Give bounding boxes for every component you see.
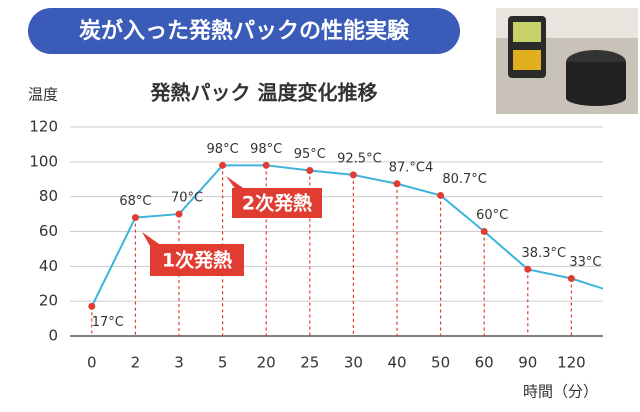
point <box>480 228 488 235</box>
x-tick-label: 2 <box>131 354 141 372</box>
y-tick-label: 60 <box>39 222 58 240</box>
x-axis-label: 時間（分） <box>523 383 598 401</box>
annotation-pointer <box>142 232 162 246</box>
point <box>175 210 183 218</box>
value-label: 38.3°C <box>522 246 567 261</box>
annotation: 1次発熱 <box>162 249 232 272</box>
value-label: 98°C <box>250 142 282 157</box>
annotation-pointer <box>226 176 246 190</box>
value-label: 95°C <box>294 147 326 162</box>
annotation-box <box>150 244 244 276</box>
value-label: 60°C <box>476 208 508 223</box>
point <box>437 191 445 199</box>
y-axis-label: 温度 <box>28 86 58 104</box>
banner-title: 炭が入った発熱パックの性能実験 <box>79 18 410 44</box>
value-label: 70°C <box>171 191 203 206</box>
point <box>219 161 227 169</box>
y-tick-label: 40 <box>39 257 58 275</box>
point <box>567 275 575 283</box>
x-tick-label: 5 <box>218 354 228 372</box>
value-label: 98°C <box>207 142 239 157</box>
point <box>306 167 314 175</box>
point <box>88 302 96 310</box>
x-tick-label: 90 <box>518 354 537 372</box>
point <box>524 265 532 273</box>
value-label: 68°C <box>119 194 151 209</box>
point <box>349 171 357 179</box>
chart-title: 発熱パック 温度変化推移 <box>150 81 378 105</box>
y-tick-label: 80 <box>39 187 58 205</box>
annotations: 1次発熱 2次発熱 <box>142 176 322 276</box>
x-tick-label: 120 <box>557 354 586 372</box>
x-tick-label: 30 <box>344 354 363 372</box>
y-tick-label: 100 <box>29 152 58 170</box>
x-tick-label: 60 <box>475 354 494 372</box>
annotation: 2次発熱 <box>242 192 312 215</box>
point <box>393 180 401 188</box>
x-tick-label: 3 <box>174 354 184 372</box>
y-tick-label: 120 <box>29 118 58 136</box>
x-tick-label: 25 <box>300 354 319 372</box>
value-label: 80.7°C <box>442 172 487 187</box>
y-tick-label: 20 <box>39 292 58 310</box>
point <box>131 214 139 222</box>
photo <box>496 8 638 114</box>
point <box>262 161 270 169</box>
value-label: 33°C <box>569 255 601 270</box>
x-tick-label: 20 <box>257 354 276 372</box>
x-tick-label: 40 <box>387 354 406 372</box>
x-tick-label: 0 <box>87 354 97 372</box>
value-label: 92.5°C <box>337 151 382 166</box>
value-label: 87.°C4 <box>389 160 434 175</box>
x-tick-label: 50 <box>431 354 450 372</box>
y-tick-label: 0 <box>48 327 58 345</box>
annotation-box <box>232 188 322 218</box>
value-label: 17°C <box>92 315 124 330</box>
banner-bg <box>28 8 460 54</box>
